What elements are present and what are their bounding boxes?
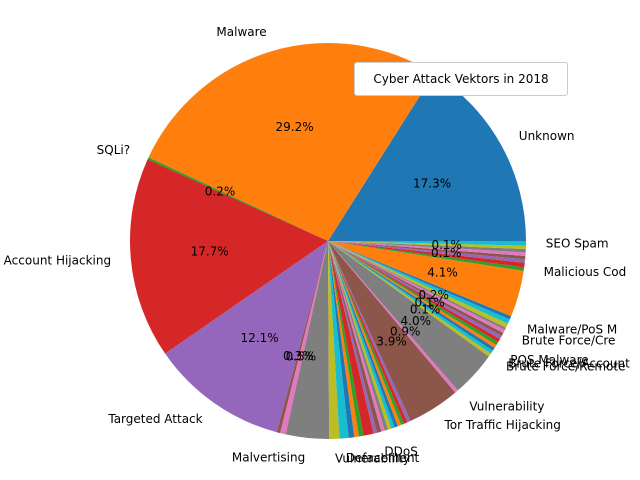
pie-slice	[328, 241, 364, 437]
slice-percentage: 4.0%	[401, 314, 432, 328]
pie-slice	[328, 241, 526, 263]
pie-slice	[328, 241, 499, 345]
pie-slice	[328, 241, 527, 246]
pie-slice	[328, 241, 355, 438]
pie-slice	[328, 241, 378, 434]
pie-slice	[328, 241, 456, 421]
pie-slice	[285, 241, 330, 440]
pie-slices	[130, 42, 527, 440]
pie-slice	[328, 241, 504, 336]
pie-slice	[328, 241, 405, 426]
pie-slice	[328, 241, 526, 256]
slice-label: Vulnerability	[469, 400, 544, 414]
slice-percentage: 0.2%	[418, 288, 449, 302]
slice-label: Targeted Attack	[107, 412, 202, 426]
pie-slice	[328, 241, 402, 427]
chart-title: Cyber Attack Vektors in 2018	[373, 72, 549, 86]
slice-percentage: 0.1%	[414, 296, 445, 310]
slice-labels: Unknown Malware SQLi? Account Hijacking Targ…	[4, 25, 630, 466]
pie-slice	[130, 159, 328, 354]
pie-slice	[328, 241, 392, 430]
slice-percentage: 4.1%	[427, 266, 458, 280]
pie-slice	[328, 241, 525, 268]
pie-slice	[328, 241, 395, 429]
pie-slice	[328, 241, 359, 438]
pie-slice	[280, 241, 328, 435]
slice-percentage: 29.2%	[276, 120, 314, 134]
slice-percentage: 0.9%	[390, 324, 421, 338]
slice-percentage: 17.7%	[191, 245, 229, 259]
slice-label: Defacement	[346, 451, 420, 465]
pie-slice	[328, 241, 512, 320]
slice-label: Malware	[216, 25, 266, 39]
pie-slice	[328, 241, 389, 431]
slice-percentage: 3.9%	[376, 334, 407, 348]
pie-slice	[328, 241, 491, 357]
pie-slice	[328, 241, 525, 271]
slice-label: Malvertising	[232, 451, 305, 465]
pie-slice	[328, 241, 524, 317]
pie-slice	[328, 241, 385, 432]
pie-slice	[276, 241, 328, 434]
pie-slice	[328, 241, 340, 439]
slice-label: Tor Traffic Hijacking	[444, 418, 561, 432]
pie-slice	[328, 241, 408, 424]
pie-slice	[328, 241, 526, 260]
pie-slice	[328, 241, 508, 328]
pie-slice	[328, 241, 526, 250]
pie-slice	[328, 241, 489, 391]
slice-percentage: 0.2%	[205, 184, 236, 198]
chart-title-legend: Cyber Attack Vektors in 2018	[354, 62, 568, 96]
slice-label: Malicious Cod	[544, 265, 627, 279]
pie-slice	[328, 241, 526, 253]
pie-slice	[165, 241, 328, 433]
slice-label: Unknown	[519, 129, 575, 143]
slice-label: Brute Force/Remote	[506, 359, 625, 373]
pie-slice	[328, 73, 527, 241]
slice-label: Brute Force/Cre	[522, 333, 616, 347]
slice-label: Malware/PoS M	[527, 323, 617, 337]
slice-percentage: 0.3%	[283, 349, 314, 363]
slice-label: Vulnerability	[335, 452, 410, 466]
pie-slice	[147, 157, 328, 241]
pie-slice	[328, 241, 349, 439]
pie-slice	[328, 241, 501, 342]
pie-slice	[328, 241, 382, 433]
pie-slice	[328, 241, 493, 354]
pie-slice	[328, 241, 502, 339]
slice-percentage: 0.1%	[431, 238, 462, 252]
pie-slice	[328, 241, 510, 324]
pie-slice	[328, 241, 497, 348]
pie-slice	[328, 241, 458, 393]
pie-slice	[328, 241, 505, 333]
slice-label: SQLi?	[97, 143, 130, 157]
pie-slice	[328, 241, 506, 330]
pie-slice	[328, 241, 495, 351]
percentage-labels: 17.3% 29.2% 0.2% 17.7% 12.1% 0.3%0.5% 3.9%0.9%…	[191, 120, 462, 364]
slice-label: DDoS	[384, 444, 417, 458]
slice-percentage: 0.1%	[431, 246, 462, 260]
slice-label: Brute Force/Account	[508, 356, 630, 370]
pie-slice	[328, 241, 374, 436]
slice-label: SEO Spam	[546, 237, 609, 251]
slice-percentage: 0.5%	[286, 350, 317, 364]
slice-label: Account Hijacking	[4, 254, 111, 268]
slice-percentage: 12.1%	[241, 331, 279, 345]
slice-percentage: 0.1%	[410, 302, 441, 316]
pie-slice	[328, 241, 398, 428]
slice-percentage: 17.3%	[413, 177, 451, 191]
slice-label: POS Malware	[510, 353, 588, 367]
pie-slice	[328, 241, 411, 423]
